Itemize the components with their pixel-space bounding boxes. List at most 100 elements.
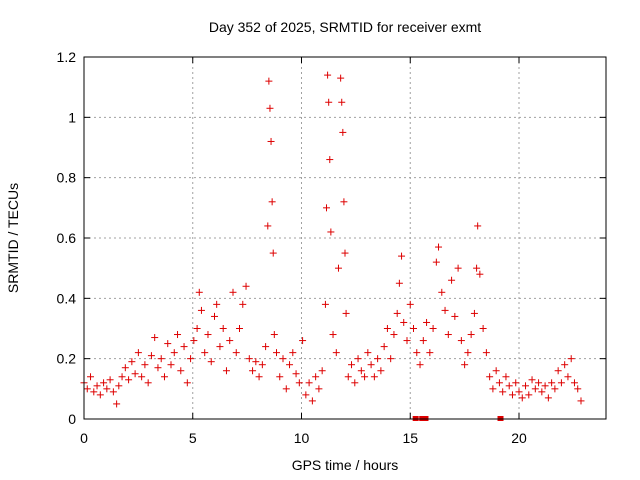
data-point: [270, 331, 278, 339]
data-point: [207, 358, 215, 366]
data-point: [282, 385, 290, 393]
x-tick-label: 5: [189, 430, 197, 446]
data-point: [473, 264, 481, 272]
data-point: [337, 74, 345, 82]
data-point: [262, 343, 270, 351]
data-point: [187, 355, 195, 363]
data-point: [229, 288, 237, 296]
data-point: [269, 249, 277, 257]
data-point: [499, 388, 507, 396]
data-point: [180, 343, 188, 351]
data-point: [324, 71, 332, 79]
data-point: [219, 325, 227, 332]
data-point: [125, 376, 133, 384]
data-point: [448, 276, 456, 284]
data-point: [351, 379, 359, 387]
data-point: [531, 385, 539, 393]
data-point: [183, 379, 191, 387]
data-point: [170, 349, 178, 357]
data-point: [457, 337, 465, 345]
data-point: [204, 331, 212, 339]
data-point: [167, 361, 175, 369]
data-point: [151, 334, 159, 342]
data-point: [429, 325, 437, 332]
data-point: [489, 385, 497, 393]
data-point: [393, 309, 401, 317]
data-point: [292, 370, 300, 378]
data-point: [370, 373, 378, 381]
data-point: [222, 367, 230, 375]
data-point: [308, 397, 316, 405]
data-point: [342, 309, 350, 317]
data-point: [93, 382, 101, 390]
data-point: [266, 104, 274, 112]
data-point: [87, 373, 95, 381]
data-point: [535, 379, 543, 387]
data-point: [502, 373, 510, 381]
data-point: [121, 364, 129, 372]
data-point: [505, 382, 513, 390]
data-point: [226, 337, 234, 345]
data-point: [340, 198, 348, 206]
data-point: [495, 379, 503, 387]
data-point: [403, 337, 411, 345]
data-point: [177, 367, 185, 375]
data-point: [242, 282, 250, 290]
data-point: [574, 385, 582, 393]
data-point: [377, 367, 385, 375]
data-point: [289, 349, 297, 357]
data-point: [245, 355, 253, 363]
data-point: [279, 355, 287, 363]
plot-frame: [83, 56, 607, 420]
data-point: [329, 331, 337, 339]
data-point: [318, 367, 326, 375]
data-point: [564, 373, 572, 381]
data-point: [570, 379, 578, 387]
data-point: [438, 288, 446, 296]
data-point: [525, 391, 533, 399]
y-tick-label: 1.2: [57, 49, 77, 65]
data-point: [454, 264, 462, 272]
data-point: [249, 367, 257, 375]
data-point: [195, 288, 203, 296]
y-tick-label: 0.4: [57, 290, 77, 306]
data-point: [190, 337, 198, 345]
data-point: [348, 361, 356, 369]
y-tick-label: 1: [68, 109, 76, 125]
data-point: [131, 370, 139, 378]
data-point: [302, 391, 310, 399]
data-point: [544, 394, 552, 402]
data-point: [435, 243, 443, 251]
data-point: [315, 385, 323, 393]
data-point: [321, 300, 329, 308]
data-point: [239, 300, 247, 308]
data-point: [482, 349, 490, 357]
data-point: [305, 379, 313, 387]
y-tick-label: 0.2: [57, 351, 77, 367]
data-point: [551, 385, 559, 393]
data-point: [286, 361, 294, 369]
x-tick-label: 15: [402, 430, 418, 446]
data-point: [354, 355, 362, 363]
data-point: [128, 358, 136, 366]
data-point: [548, 379, 556, 387]
data-point: [416, 361, 424, 369]
data-point: [432, 258, 440, 266]
data-point: [380, 343, 388, 351]
data-point: [400, 318, 408, 326]
data-point: [577, 397, 585, 405]
data-point: [113, 400, 121, 408]
data-point: [444, 331, 452, 339]
data-point: [508, 391, 516, 399]
data-point: [232, 349, 240, 357]
data-point: [467, 331, 475, 339]
data-point: [109, 388, 117, 396]
data-point: [395, 279, 403, 287]
x-axis-label: GPS time / hours: [292, 457, 399, 473]
data-point: [357, 367, 365, 375]
data-point: [118, 373, 126, 381]
data-point: [157, 355, 165, 363]
data-point: [423, 318, 431, 326]
data-point: [115, 382, 123, 390]
data-point: [486, 373, 494, 381]
